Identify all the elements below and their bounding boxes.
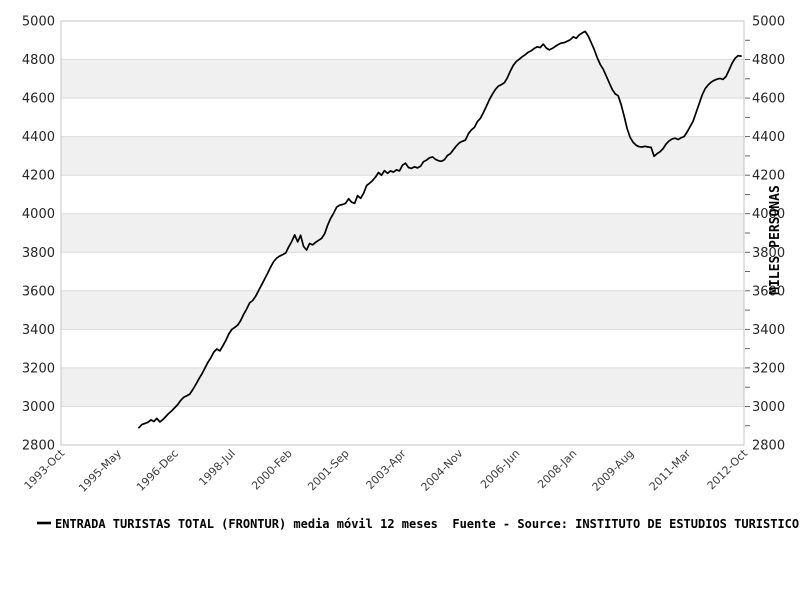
y-axis-tick-label-right: 4600 xyxy=(752,92,785,107)
y-axis-tick-label-left: 2800 xyxy=(22,439,55,454)
x-axis-labels: 1993-Oct 1995-May 1996-Dec 1998-Jul 2000-Feb… xyxy=(22,446,751,494)
y-axis-tick-label-right: 5000 xyxy=(752,15,785,30)
x-axis-tick-label: 2004-Nov xyxy=(419,447,466,494)
y-axis-labels-right: 2800 3000 3200 3400 3600 3800 4000 4200 4400 4600… xyxy=(752,15,785,454)
y-axis-tick-label-left: 4800 xyxy=(22,53,55,68)
y-axis-tick-label-right: 4400 xyxy=(752,130,785,145)
x-axis-tick-label: 2011-Mar xyxy=(647,447,694,494)
shaded-band xyxy=(61,59,744,98)
y-axis-tick-label-left: 4000 xyxy=(22,207,55,222)
y-axis-tick-label-right: 3600 xyxy=(752,284,785,299)
y-axis-tick-label-left: 3000 xyxy=(22,400,55,415)
y-axis-tick-label-right: 3200 xyxy=(752,361,785,376)
shaded-band xyxy=(61,213,744,253)
legend: ENTRADA TURISTAS TOTAL (FRONTUR) media m… xyxy=(37,517,800,531)
shaded-band xyxy=(61,290,744,330)
y-axis-labels-left: 2800 3000 3200 3400 3600 3800 4000 4200 4400 4600… xyxy=(22,15,55,454)
x-axis-tick-label: 2006-Jun xyxy=(478,447,522,491)
x-axis-tick-label: 2000-Feb xyxy=(249,447,295,493)
band-group xyxy=(61,59,744,407)
x-axis-tick-label: 2008-Jan xyxy=(535,447,579,491)
y-axis-tick-label-left: 4400 xyxy=(22,130,55,145)
x-axis-tick-label: 2009-Aug xyxy=(590,447,637,494)
y-axis-tick-label-left: 5000 xyxy=(22,15,55,30)
y-axis-tick-label-right: 3400 xyxy=(752,323,785,338)
y-axis-tick-label-right: 3800 xyxy=(752,246,785,261)
legend-label: ENTRADA TURISTAS TOTAL (FRONTUR) media m… xyxy=(55,517,800,531)
x-axis-tick-label: 1998-Jul xyxy=(196,447,238,489)
y-axis-tick-label-right: 4200 xyxy=(752,169,785,184)
plot-area-border xyxy=(60,20,745,446)
y-axis-tick-label-right: 4000 xyxy=(752,207,785,222)
x-axis-tick-label: 2012-Oct xyxy=(705,446,751,492)
gridline-group xyxy=(61,59,744,407)
y-axis-tick-label-right: 3000 xyxy=(752,400,785,415)
shaded-band xyxy=(61,136,744,176)
x-axis-tick-label: 2003-Apr xyxy=(364,447,409,492)
y-axis-tick-group xyxy=(745,39,750,427)
y-axis-title: MILES PERSONAS xyxy=(768,185,783,295)
y-axis-tick-label-left: 3600 xyxy=(22,284,55,299)
y-axis-tick-label-left: 4200 xyxy=(22,169,55,184)
y-axis-tick-label-left: 3200 xyxy=(22,361,55,376)
series-line-entrada-turistas xyxy=(138,30,742,429)
y-axis-tick-label-left: 3400 xyxy=(22,323,55,338)
shaded-band xyxy=(61,367,744,407)
y-axis-tick-label-left: 4600 xyxy=(22,92,55,107)
x-axis-tick-label: 1995-May xyxy=(76,447,124,495)
y-axis-tick-label-left: 3800 xyxy=(22,246,55,261)
y-axis-tick-label-right: 2800 xyxy=(752,439,785,454)
x-axis-tick-label: 2001-Sep xyxy=(305,447,351,493)
x-axis-tick-label: 1996-Dec xyxy=(134,447,181,494)
y-axis-tick-label-right: 4800 xyxy=(752,53,785,68)
